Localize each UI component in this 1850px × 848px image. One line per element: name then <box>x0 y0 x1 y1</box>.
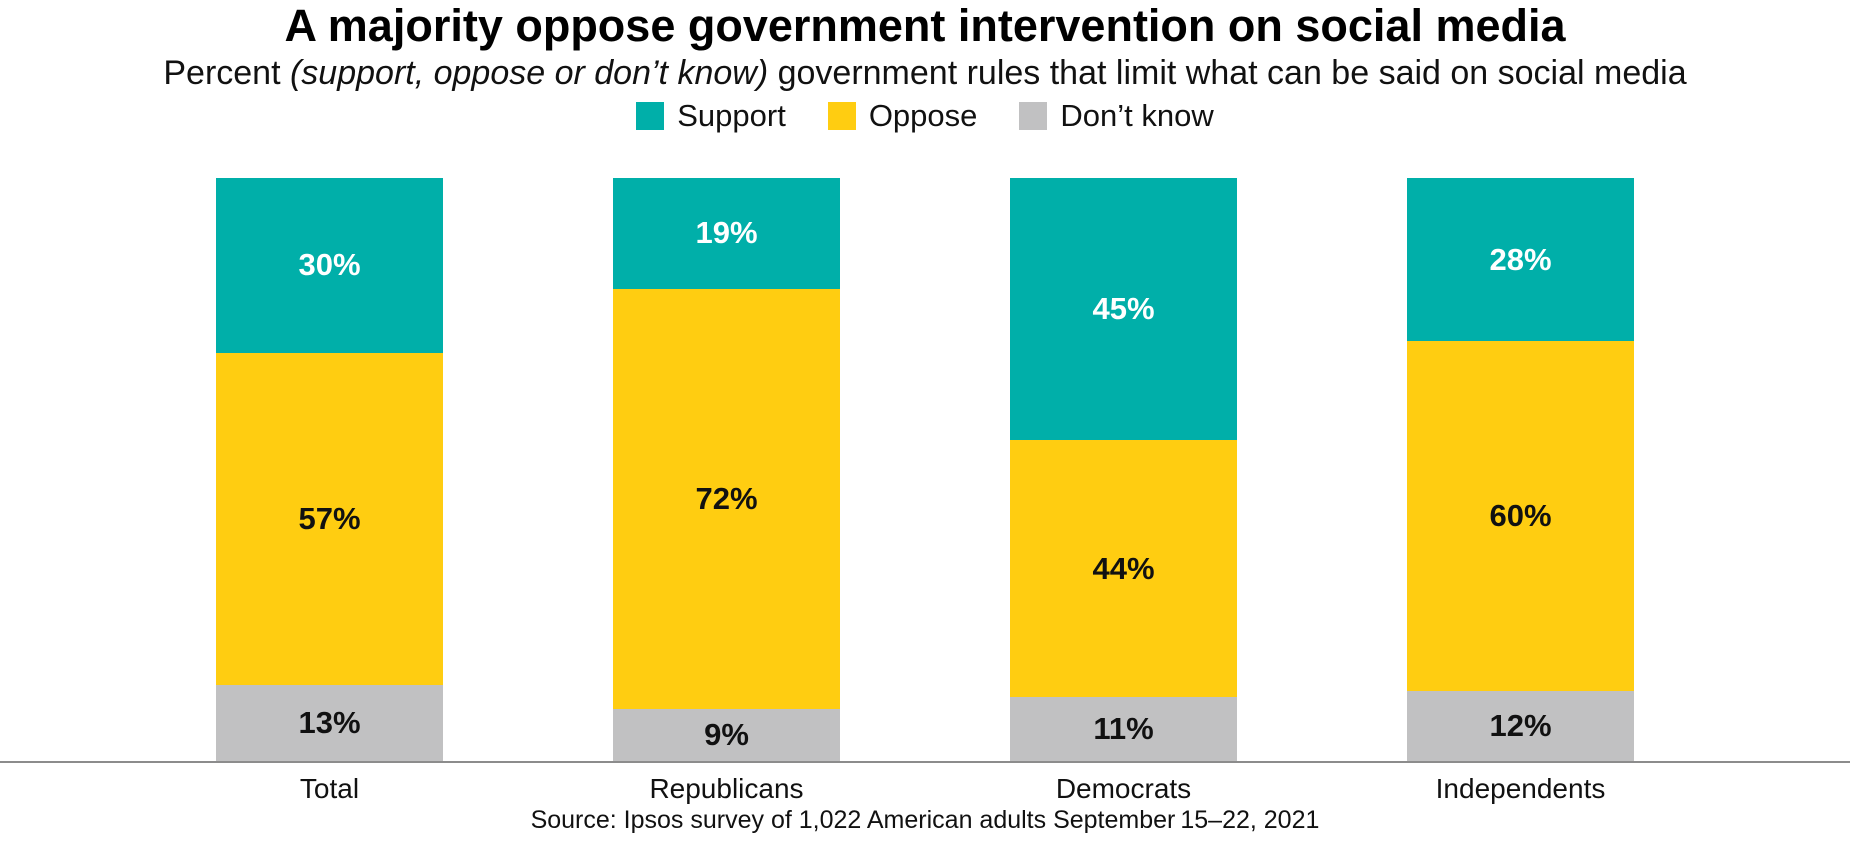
category-label-independents: Independents <box>1435 773 1606 804</box>
value-label: 9% <box>704 716 749 752</box>
value-label: 13% <box>298 705 361 741</box>
segment-don-t-know: 9% <box>613 708 840 761</box>
value-label: 44% <box>1092 550 1155 586</box>
value-label: 12% <box>1489 708 1552 743</box>
value-label: 72% <box>695 480 758 516</box>
bar-independents: 28% 60% 12% <box>1407 178 1634 761</box>
segment-don-t-know: 12% <box>1407 691 1634 761</box>
category-label-total: Total <box>299 773 360 804</box>
value-label: 19% <box>695 215 758 251</box>
legend-item-1: Oppose <box>827 98 978 134</box>
legend-item-2: Don’t know <box>1019 98 1214 134</box>
segment-oppose: 57% <box>216 352 443 686</box>
category-label-republicans: Republicans <box>649 773 804 804</box>
x-axis-labels: Total Republicans Democrats Independents <box>0 773 1850 805</box>
legend-item-0: Support <box>636 98 786 134</box>
source-note: Source: Ipsos survey of 1,022 American a… <box>530 806 1320 834</box>
subtitle-suffix: government rules that limit what can be … <box>768 54 1687 92</box>
value-label: 28% <box>1489 241 1552 277</box>
value-label: 60% <box>1489 498 1552 534</box>
bar-total: 30% 57% 13% <box>216 178 443 761</box>
segment-oppose: 60% <box>1407 341 1634 692</box>
segment-support: 45% <box>1010 178 1237 441</box>
segment-don-t-know: 13% <box>216 685 443 761</box>
legend-swatch-icon <box>827 102 856 130</box>
legend-label: Oppose <box>868 98 978 133</box>
value-label: 30% <box>298 247 361 283</box>
segment-support: 30% <box>216 178 443 353</box>
value-label: 45% <box>1092 291 1155 327</box>
value-label: 57% <box>298 501 361 537</box>
value-label: 11% <box>1093 710 1154 746</box>
subtitle-italic: (support, oppose or don’t know) <box>289 54 769 92</box>
legend-label: Support <box>677 98 786 133</box>
segment-oppose: 72% <box>613 288 840 709</box>
segment-support: 19% <box>613 178 840 289</box>
legend-swatch-icon <box>636 102 665 130</box>
subtitle-prefix: Percent <box>163 54 290 92</box>
segment-don-t-know: 11% <box>1010 696 1237 761</box>
plot-area: 30% 57% 13% 19% 72% 9% 45% 44% 11% 28% 60% 12% <box>0 178 1850 761</box>
bar-republicans: 19% 72% 9% <box>613 178 840 761</box>
legend: Support Oppose Don’t know <box>0 98 1850 134</box>
category-label-democrats: Democrats <box>1055 773 1192 804</box>
segment-support: 28% <box>1407 178 1634 342</box>
x-axis-line <box>0 761 1850 763</box>
chart-subtitle: Percent (support, oppose or don’t know) … <box>0 53 1850 93</box>
segment-oppose: 44% <box>1010 440 1237 697</box>
legend-swatch-icon <box>1019 102 1048 130</box>
chart-title: A majority oppose government interventio… <box>284 0 1566 51</box>
legend-label: Don’t know <box>1060 98 1214 133</box>
bar-democrats: 45% 44% 11% <box>1010 178 1237 761</box>
